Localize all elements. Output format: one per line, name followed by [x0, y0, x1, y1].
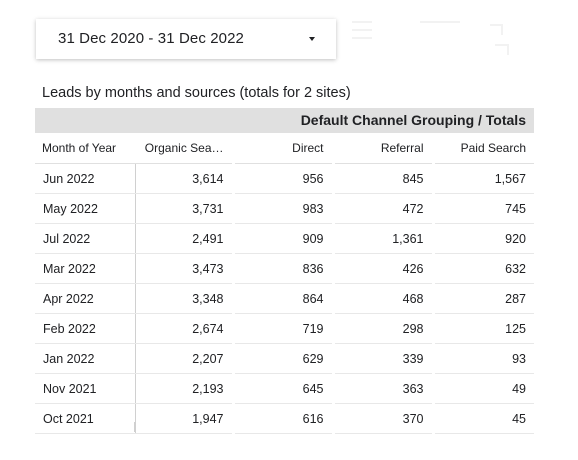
cell-paid-search: 49 [433, 373, 534, 404]
cell-paid-search: 745 [433, 193, 534, 224]
cell-direct: 983 [233, 193, 335, 224]
column-group-header-label: Default Channel Grouping / Totals [300, 112, 526, 128]
cell-direct: 719 [233, 313, 335, 344]
column-header-paid-search[interactable]: Paid Search [433, 133, 534, 164]
cell-paid-search: 287 [433, 283, 534, 314]
cell-referral: 468 [333, 283, 435, 314]
table-header-row: Month of Year Organic Sea… Direct Referr… [35, 133, 534, 164]
cell-month: Apr 2022 [35, 283, 136, 314]
cell-direct: 616 [233, 403, 335, 434]
cell-month: Jun 2022 [35, 163, 136, 194]
cell-referral: 472 [333, 193, 435, 224]
column-header-direct[interactable]: Direct [233, 133, 335, 164]
cell-referral: 363 [333, 373, 435, 404]
cell-month: Feb 2022 [35, 313, 136, 344]
table-row: Jul 2022 2,491 909 1,361 920 [35, 223, 534, 254]
cell-organic-search: 3,614 [135, 163, 235, 194]
leads-table: Month of Year Organic Sea… Direct Referr… [35, 133, 534, 434]
cell-paid-search: 93 [433, 343, 534, 374]
cell-organic-search: 2,193 [135, 373, 235, 404]
cell-referral: 1,361 [333, 223, 435, 254]
table-row: Jan 2022 2,207 629 339 93 [35, 343, 534, 374]
table-row: Jun 2022 3,614 956 845 1,567 [35, 163, 534, 194]
cell-referral: 845 [333, 163, 435, 194]
column-header-month[interactable]: Month of Year [35, 133, 135, 164]
cell-referral: 426 [333, 253, 435, 284]
table-row: Feb 2022 2,674 719 298 125 [35, 313, 534, 344]
cell-paid-search: 125 [433, 313, 534, 344]
cell-referral: 298 [333, 313, 435, 344]
cell-organic-search: 3,348 [135, 283, 235, 314]
cell-paid-search: 920 [433, 223, 534, 254]
table-title: Leads by months and sources (totals for … [42, 85, 351, 101]
cell-organic-search: 2,207 [135, 343, 235, 374]
cell-referral: 370 [333, 403, 435, 434]
cell-month: Jan 2022 [35, 343, 136, 374]
cell-month: Oct 2021 [35, 403, 136, 434]
cell-direct: 836 [233, 253, 335, 284]
date-range-label: 31 Dec 2020 - 31 Dec 2022 [58, 30, 244, 47]
cell-direct: 645 [233, 373, 335, 404]
cell-organic-search: 2,674 [135, 313, 235, 344]
cell-month: May 2022 [35, 193, 136, 224]
table-row: May 2022 3,731 983 472 745 [35, 193, 534, 224]
cell-paid-search: 45 [433, 403, 534, 434]
cell-organic-search: 2,491 [135, 223, 235, 254]
table-row: Nov 2021 2,193 645 363 49 [35, 373, 534, 404]
table-row: Mar 2022 3,473 836 426 632 [35, 253, 534, 284]
column-header-referral[interactable]: Referral [333, 133, 435, 164]
cell-paid-search: 1,567 [433, 163, 534, 194]
cell-paid-search: 632 [433, 253, 534, 284]
date-range-picker[interactable]: 31 Dec 2020 - 31 Dec 2022 [36, 19, 336, 59]
cell-month: Mar 2022 [35, 253, 136, 284]
cell-referral: 339 [333, 343, 435, 374]
column-divider-tail [134, 422, 135, 432]
cell-month: Jul 2022 [35, 223, 136, 254]
cell-direct: 909 [233, 223, 335, 254]
faint-background-decoration [352, 21, 509, 55]
cell-organic-search: 3,473 [135, 253, 235, 284]
column-group-header: Default Channel Grouping / Totals [35, 108, 534, 133]
table-row: Oct 2021 1,947 616 370 45 [35, 403, 534, 434]
table-row: Apr 2022 3,348 864 468 287 [35, 283, 534, 314]
cell-organic-search: 3,731 [135, 193, 235, 224]
cell-direct: 629 [233, 343, 335, 374]
cell-organic-search: 1,947 [135, 403, 235, 434]
column-header-organic-search[interactable]: Organic Sea… [135, 133, 235, 164]
cell-direct: 956 [233, 163, 335, 194]
cell-month: Nov 2021 [35, 373, 136, 404]
caret-down-icon[interactable] [309, 37, 315, 41]
cell-direct: 864 [233, 283, 335, 314]
